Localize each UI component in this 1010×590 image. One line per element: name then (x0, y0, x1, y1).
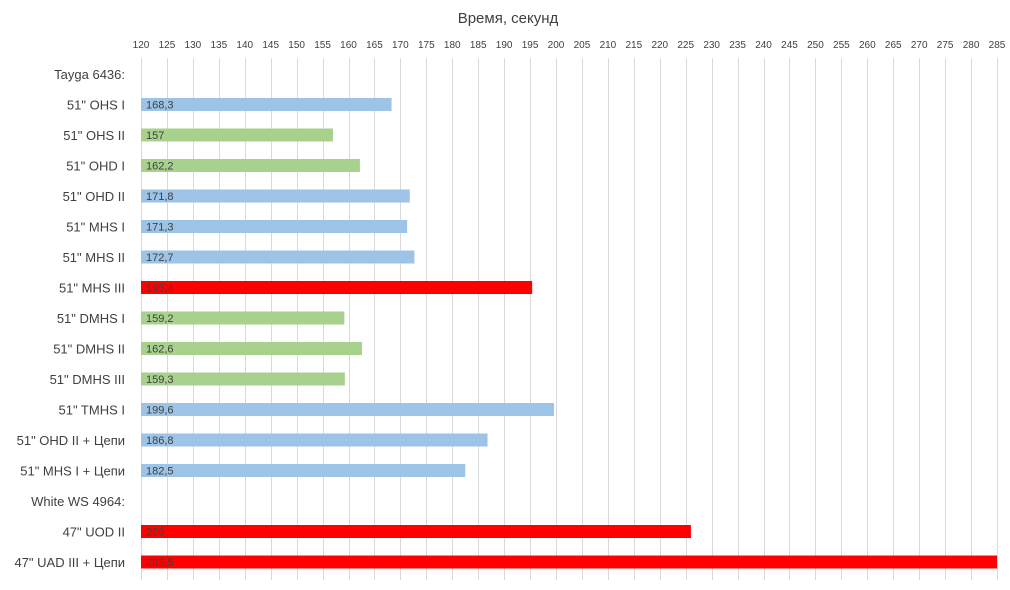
category-label: 51" MHS I + Цепи (20, 464, 125, 479)
x-tick-label: 170 (392, 40, 409, 51)
category-label: 51" DMHS II (53, 342, 125, 357)
data-label: 162,6 (146, 344, 174, 356)
x-tick-label: 200 (548, 40, 565, 51)
x-tick-label: 120 (133, 40, 150, 51)
x-tick-label: 250 (807, 40, 824, 51)
x-tick-label: 235 (729, 40, 746, 51)
x-tick-label: 160 (340, 40, 357, 51)
data-label: 199,6 (146, 405, 174, 417)
data-label: 186,8 (146, 435, 174, 447)
x-tick-label: 165 (366, 40, 383, 51)
x-tick-label: 275 (937, 40, 954, 51)
x-tick-label: 240 (755, 40, 772, 51)
category-label: 51" OHS I (67, 98, 125, 113)
bar (141, 403, 554, 416)
category-label: 51" MHS III (59, 281, 125, 296)
category-label: Tayga 6436: (54, 67, 125, 82)
bar (141, 220, 408, 233)
bar (141, 250, 415, 264)
bar (141, 311, 345, 325)
bar (141, 159, 360, 172)
gridlines (141, 58, 998, 580)
x-axis-ticks: 120 125 130 135 140 145 150 155 160 165 170 175 180 1… (133, 40, 1006, 51)
bars (141, 98, 997, 569)
x-tick-label: 230 (703, 40, 720, 51)
data-label: 285,5 (146, 557, 174, 569)
data-label: 171,8 (146, 191, 174, 203)
bar (141, 372, 345, 386)
data-label: 172,7 (146, 252, 174, 264)
x-tick-label: 125 (159, 40, 176, 51)
category-label: 51" TMHS I (58, 403, 125, 418)
data-label: 157 (146, 130, 164, 142)
data-label: 159,2 (146, 313, 174, 325)
category-label: 51" OHD I (66, 159, 125, 174)
bar (141, 189, 410, 203)
category-label: 51" OHD II (63, 189, 125, 204)
bar (141, 464, 466, 477)
category-label: 51" MHS II (63, 250, 125, 265)
x-axis-title: Время, секунд (458, 10, 559, 27)
bar (141, 128, 333, 142)
data-label: 171,3 (146, 222, 174, 234)
x-tick-label: 245 (781, 40, 798, 51)
category-label: 51" DMHS I (57, 311, 125, 326)
x-tick-label: 180 (444, 40, 461, 51)
x-tick-label: 205 (574, 40, 591, 51)
data-labels: 168,3 157 162,2 171,8 171,3 172,7 195,4 159,2 16… (146, 100, 174, 570)
bar (141, 281, 533, 294)
x-tick-label: 270 (911, 40, 928, 51)
x-tick-label: 135 (210, 40, 227, 51)
data-label: 195,4 (146, 283, 174, 295)
category-labels: Tayga 6436: 51" OHS I 51" OHS II 51" OHD I 5… (14, 67, 125, 570)
bar (141, 433, 488, 447)
x-tick-label: 265 (885, 40, 902, 51)
x-tick-label: 255 (833, 40, 850, 51)
x-tick-label: 185 (470, 40, 487, 51)
data-label: 182,5 (146, 466, 174, 478)
x-tick-label: 220 (651, 40, 668, 51)
bar (141, 342, 363, 355)
x-tick-label: 140 (236, 40, 253, 51)
data-label: 168,3 (146, 100, 174, 112)
category-label: 51" DMHS III (50, 372, 125, 387)
x-tick-label: 225 (677, 40, 694, 51)
x-tick-label: 260 (859, 40, 876, 51)
x-tick-label: 280 (963, 40, 980, 51)
x-tick-label: 145 (262, 40, 279, 51)
category-label: 51" OHS II (63, 128, 125, 143)
x-tick-label: 155 (314, 40, 331, 51)
x-tick-label: 190 (496, 40, 513, 51)
category-label: 51" MHS I (66, 220, 125, 235)
x-tick-label: 285 (989, 40, 1006, 51)
category-label: 51" OHD II + Цепи (17, 433, 125, 448)
x-tick-label: 150 (288, 40, 305, 51)
data-label: 162,2 (146, 161, 174, 173)
category-label: 47" UOD II (63, 525, 125, 540)
x-tick-label: 195 (522, 40, 539, 51)
x-tick-label: 130 (185, 40, 202, 51)
bar (141, 555, 997, 569)
bar (141, 98, 392, 111)
x-tick-label: 175 (418, 40, 435, 51)
x-tick-label: 215 (626, 40, 643, 51)
bar (141, 525, 691, 538)
data-label: 226 (146, 527, 164, 539)
data-label: 159,3 (146, 374, 174, 386)
category-label: 47" UAD III + Цепи (14, 555, 125, 570)
category-label: White WS 4964: (31, 494, 125, 509)
x-tick-label: 210 (600, 40, 617, 51)
